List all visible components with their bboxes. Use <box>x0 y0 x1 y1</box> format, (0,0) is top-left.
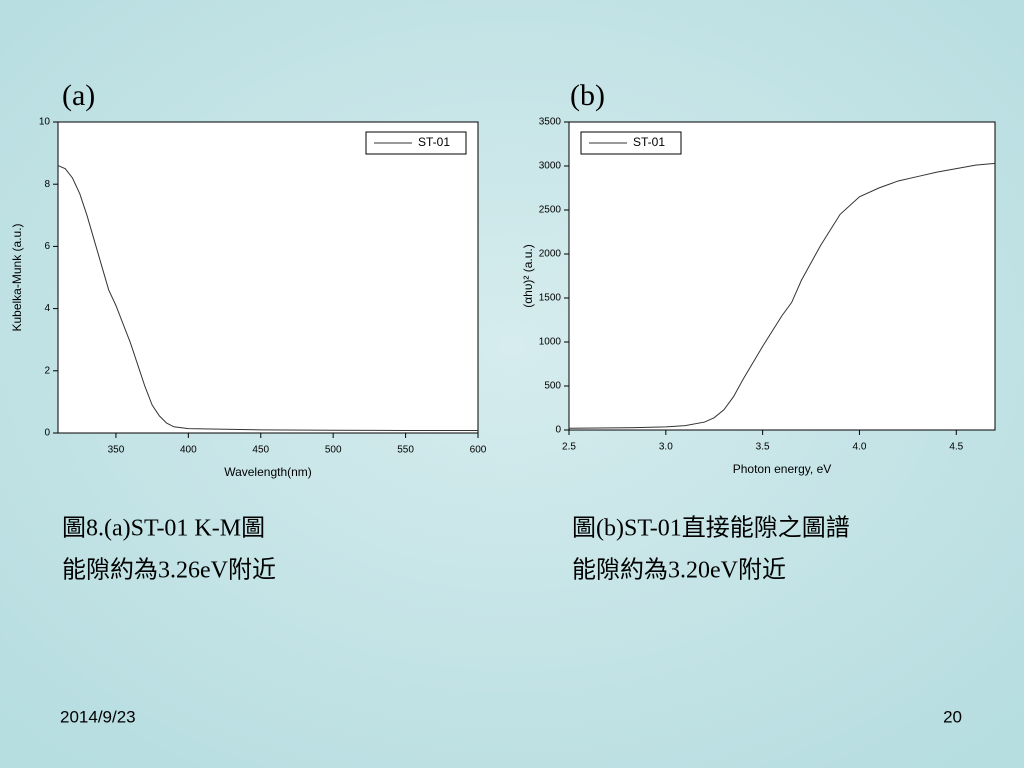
x-tick-label: 450 <box>252 445 269 456</box>
caption: 能隙約為3.20eV附近 <box>572 557 786 584</box>
y-tick-label: 2000 <box>539 249 562 260</box>
y-axis-label: Kubelka-Munk (a.u.) <box>10 223 24 331</box>
plot-area <box>57 121 479 434</box>
caption: 能隙約為3.26eV附近 <box>62 557 276 584</box>
y-tick-label: 6 <box>44 241 50 252</box>
panel-label: (b) <box>570 79 605 112</box>
y-tick-label: 1000 <box>539 337 562 348</box>
legend-label: ST-01 <box>633 135 665 149</box>
x-tick-label: 550 <box>397 445 414 456</box>
x-tick-label: 4.5 <box>949 442 963 453</box>
x-tick-label: 400 <box>180 445 197 456</box>
x-axis-label: Wavelength(nm) <box>224 465 312 479</box>
x-tick-label: 600 <box>470 445 487 456</box>
x-tick-label: 500 <box>325 445 342 456</box>
y-tick-label: 3500 <box>539 117 562 128</box>
y-tick-label: 500 <box>544 381 561 392</box>
date: 2014/9/23 <box>60 707 136 726</box>
y-tick-label: 10 <box>39 117 51 128</box>
data-line <box>568 162 996 429</box>
panel-label: (a) <box>62 79 95 112</box>
x-tick-label: 4.0 <box>853 442 867 453</box>
data-line <box>57 165 478 432</box>
y-tick-label: 2500 <box>539 205 562 216</box>
y-tick-label: 8 <box>44 179 50 190</box>
legend-box <box>580 131 682 155</box>
y-tick-label: 2 <box>44 365 50 376</box>
legend-label: ST-01 <box>418 135 450 149</box>
legend-box <box>365 131 467 155</box>
y-tick-label: 0 <box>555 425 561 436</box>
x-tick-label: 2.5 <box>562 442 576 453</box>
caption: 圖(b)ST-01直接能隙之圖譜 <box>572 515 850 542</box>
page-number: 20 <box>943 707 962 726</box>
x-tick-label: 3.0 <box>659 442 673 453</box>
y-tick-label: 0 <box>44 428 50 439</box>
y-tick-label: 4 <box>44 303 50 314</box>
plot-area <box>568 121 996 431</box>
x-tick-label: 3.5 <box>756 442 770 453</box>
caption: 圖8.(a)ST-01 K-M圖 <box>62 516 265 542</box>
x-axis-label: Photon energy, eV <box>733 462 832 476</box>
y-tick-label: 3000 <box>539 161 562 172</box>
y-tick-label: 1500 <box>539 293 562 304</box>
x-tick-label: 350 <box>108 445 125 456</box>
y-axis-label: (αhυ)² (a.u.) <box>521 244 535 308</box>
